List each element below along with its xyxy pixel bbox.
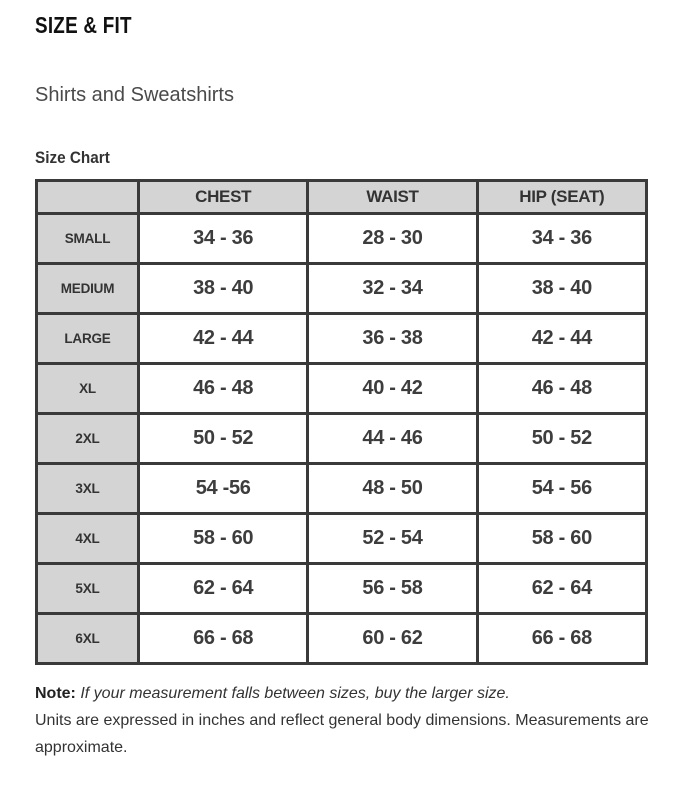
waist-value: 36 - 38 [306, 312, 479, 365]
units-note: Units are expressed in inches and reflec… [35, 712, 649, 756]
waist-value: 52 - 54 [306, 512, 479, 565]
hip-value: 54 - 56 [475, 462, 649, 515]
table-row: 6XL 66 - 68 60 - 62 66 - 68 [35, 612, 649, 665]
chest-value: 66 - 68 [136, 612, 310, 665]
size-label: 6XL [35, 612, 140, 665]
size-label: 2XL [35, 412, 140, 465]
note-label: Note: [35, 685, 76, 702]
size-chart-body: SMALL 34 - 36 28 - 30 34 - 36 MEDIUM 38 - 40 3… [35, 212, 649, 665]
table-row: 3XL 54 -56 48 - 50 54 - 56 [35, 462, 649, 515]
waist-value: 48 - 50 [306, 462, 479, 515]
hip-value: 42 - 44 [475, 312, 649, 365]
chest-value: 62 - 64 [136, 562, 310, 615]
size-chart-table: CHEST WAIST HIP (SEAT) SMALL 34 - 36 28 - … [35, 179, 649, 665]
column-header-chest: CHEST [136, 179, 310, 215]
table-row: SMALL 34 - 36 28 - 30 34 - 36 [35, 212, 649, 265]
hip-value: 66 - 68 [475, 612, 649, 665]
waist-value: 60 - 62 [306, 612, 479, 665]
section-title: Size Chart [35, 148, 665, 168]
waist-value: 40 - 42 [306, 362, 479, 415]
chest-value: 50 - 52 [136, 412, 310, 465]
hip-value: 50 - 52 [475, 412, 649, 465]
column-header-hip: HIP (SEAT) [475, 179, 649, 215]
size-label: 5XL [35, 562, 140, 615]
size-label: MEDIUM [35, 262, 140, 315]
note-between-sizes: If your measurement falls between sizes,… [80, 685, 510, 702]
table-row: 4XL 58 - 60 52 - 54 58 - 60 [35, 512, 649, 565]
column-header-waist: WAIST [306, 179, 479, 215]
chest-value: 42 - 44 [136, 312, 310, 365]
table-row: 5XL 62 - 64 56 - 58 62 - 64 [35, 562, 649, 615]
page-title: SIZE & FIT [35, 12, 665, 38]
waist-value: 32 - 34 [306, 262, 479, 315]
size-label: XL [35, 362, 140, 415]
header-row: CHEST WAIST HIP (SEAT) [35, 179, 649, 215]
table-row: LARGE 42 - 44 36 - 38 42 - 44 [35, 312, 649, 365]
chest-value: 34 - 36 [136, 212, 310, 265]
size-label: SMALL [35, 212, 140, 265]
chest-value: 38 - 40 [136, 262, 310, 315]
chest-value: 46 - 48 [136, 362, 310, 415]
waist-value: 56 - 58 [306, 562, 479, 615]
table-row: MEDIUM 38 - 40 32 - 34 38 - 40 [35, 262, 649, 315]
table-row: XL 46 - 48 40 - 42 46 - 48 [35, 362, 649, 415]
section-title-text: Size Chart [35, 148, 110, 167]
chest-value: 58 - 60 [136, 512, 310, 565]
notes: Note: If your measurement falls between … [35, 680, 663, 761]
hip-value: 38 - 40 [475, 262, 649, 315]
size-label: 4XL [35, 512, 140, 565]
size-label: 3XL [35, 462, 140, 515]
size-label: LARGE [35, 312, 140, 365]
chest-value: 54 -56 [136, 462, 310, 515]
table-row: 2XL 50 - 52 44 - 46 50 - 52 [35, 412, 649, 465]
page-title-text: SIZE & FIT [35, 12, 132, 38]
subtitle: Shirts and Sweatshirts [35, 84, 234, 106]
hip-value: 58 - 60 [475, 512, 649, 565]
column-header-empty [35, 179, 140, 215]
size-fit-section: SIZE & FIT Shirts and Sweatshirts Size C… [35, 12, 665, 761]
hip-value: 34 - 36 [475, 212, 649, 265]
waist-value: 44 - 46 [306, 412, 479, 465]
hip-value: 46 - 48 [475, 362, 649, 415]
waist-value: 28 - 30 [306, 212, 479, 265]
hip-value: 62 - 64 [475, 562, 649, 615]
